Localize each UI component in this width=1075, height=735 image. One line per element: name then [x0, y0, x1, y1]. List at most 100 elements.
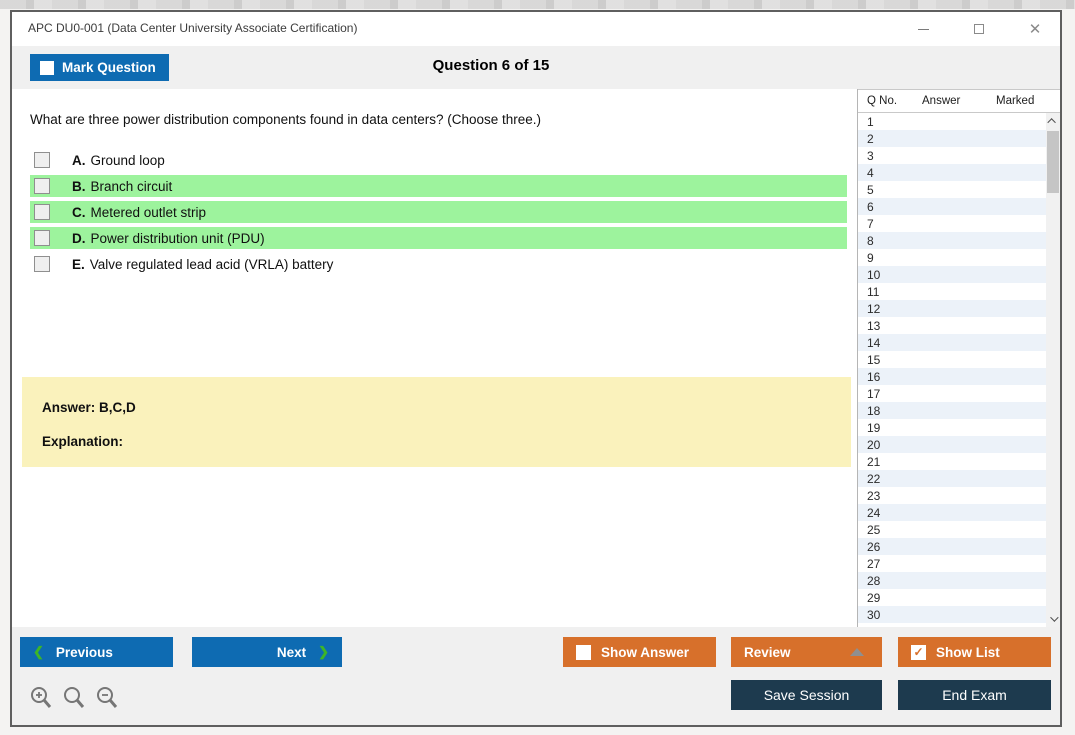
question-list-row[interactable]: 23 [858, 487, 1046, 504]
row-question-number: 13 [867, 318, 881, 333]
question-list-row[interactable]: 13 [858, 317, 1046, 334]
question-list-row[interactable]: 8 [858, 232, 1046, 249]
close-button[interactable]: ✕ [1024, 18, 1046, 40]
answer-option-a[interactable]: A. Ground loop [30, 149, 847, 171]
row-question-number: 15 [867, 352, 881, 367]
show-answer-button[interactable]: Show Answer [563, 637, 716, 667]
app-window: APC DU0-001 (Data Center University Asso… [10, 10, 1062, 727]
question-list-row[interactable]: 12 [858, 300, 1046, 317]
next-label: Next [276, 644, 307, 660]
question-list-scrollbar[interactable] [1046, 113, 1060, 627]
mark-question-button[interactable]: Mark Question [30, 54, 169, 81]
footer-band: ❮ Previous Next ❯ Show Answer Review ✓ S… [12, 627, 1060, 725]
option-text: Metered outlet strip [90, 204, 207, 220]
show-list-label: Show List [936, 644, 1000, 660]
row-question-number: 8 [867, 233, 874, 248]
review-dropdown-button[interactable]: Review [731, 637, 882, 667]
answer-option-c[interactable]: C. Metered outlet strip [30, 201, 847, 223]
question-list-row[interactable]: 21 [858, 453, 1046, 470]
answer-option-b[interactable]: B. Branch circuit [30, 175, 847, 197]
next-button[interactable]: Next ❯ [192, 637, 342, 667]
option-letter: D. [72, 230, 86, 246]
question-list-row[interactable]: 28 [858, 572, 1046, 589]
scroll-up-icon[interactable] [1046, 113, 1060, 129]
mark-question-label: Mark Question [62, 60, 156, 75]
previous-button[interactable]: ❮ Previous [20, 637, 173, 667]
question-list-row[interactable]: 20 [858, 436, 1046, 453]
question-list-row[interactable]: 6 [858, 198, 1046, 215]
row-question-number: 6 [867, 199, 874, 214]
scroll-down-icon[interactable] [1046, 611, 1060, 627]
option-checkbox[interactable] [34, 178, 50, 194]
window-controls: ✕ [912, 12, 1046, 46]
question-list-row[interactable]: 11 [858, 283, 1046, 300]
question-list-row[interactable]: 25 [858, 521, 1046, 538]
option-text: Branch circuit [90, 178, 173, 194]
show-list-button[interactable]: ✓ Show List [898, 637, 1051, 667]
row-question-number: 14 [867, 335, 881, 350]
question-list-row[interactable]: 15 [858, 351, 1046, 368]
column-header-qno: Q No. [867, 95, 898, 107]
chevron-left-icon: ❮ [33, 644, 44, 659]
question-list-row[interactable]: 3 [858, 147, 1046, 164]
row-question-number: 20 [867, 437, 881, 452]
minimize-icon [917, 28, 929, 30]
option-checkbox[interactable] [34, 256, 50, 272]
option-text: Ground loop [90, 152, 165, 168]
answer-option-e[interactable]: E. Valve regulated lead acid (VRLA) batte… [30, 253, 847, 275]
option-checkbox[interactable] [34, 152, 50, 168]
question-list-row[interactable]: 27 [858, 555, 1046, 572]
answer-option-d[interactable]: D. Power distribution unit (PDU) [30, 227, 847, 249]
question-list-row[interactable]: 16 [858, 368, 1046, 385]
option-checkbox[interactable] [34, 230, 50, 246]
option-letter: B. [72, 178, 86, 194]
answer-box: Answer: B,C,D Explanation: [22, 377, 851, 467]
question-list-row[interactable]: 29 [858, 589, 1046, 606]
row-question-number: 4 [867, 165, 874, 180]
row-question-number: 1 [867, 114, 874, 129]
header-band: Mark Question Question 6 of 15 [12, 46, 1060, 89]
show-answer-checkbox[interactable] [576, 644, 591, 660]
row-question-number: 25 [867, 522, 881, 537]
row-question-number: 17 [867, 386, 881, 401]
scrollbar-thumb[interactable] [1047, 131, 1059, 193]
question-panel: What are three power distribution compon… [12, 89, 857, 627]
row-question-number: 26 [867, 539, 881, 554]
question-list-row[interactable]: 22 [858, 470, 1046, 487]
question-list-row[interactable]: 7 [858, 215, 1046, 232]
question-list-row[interactable]: 1 [858, 113, 1046, 130]
row-question-number: 5 [867, 182, 874, 197]
save-session-button[interactable]: Save Session [731, 680, 882, 710]
background-window-edge [0, 0, 1075, 9]
row-question-number: 7 [867, 216, 874, 231]
question-list-row[interactable]: 2 [858, 130, 1046, 147]
question-list-row[interactable]: 4 [858, 164, 1046, 181]
zoom-reset-icon[interactable] [61, 685, 87, 711]
question-list-row[interactable]: 10 [858, 266, 1046, 283]
options-list: A. Ground loop B. Branch circuit C. Metered o… [20, 149, 849, 275]
question-list-row[interactable]: 17 [858, 385, 1046, 402]
zoom-toolbar [28, 685, 120, 711]
option-checkbox[interactable] [34, 204, 50, 220]
question-list-row[interactable]: 5 [858, 181, 1046, 198]
question-list-row[interactable]: 26 [858, 538, 1046, 555]
end-exam-button[interactable]: End Exam [898, 680, 1051, 710]
show-list-checkbox[interactable]: ✓ [911, 644, 926, 660]
minimize-button[interactable] [912, 18, 934, 40]
zoom-out-icon[interactable] [94, 685, 120, 711]
answer-label: Answer: B,C,D [42, 400, 136, 415]
row-question-number: 22 [867, 471, 881, 486]
question-list-row[interactable]: 9 [858, 249, 1046, 266]
mark-question-checkbox[interactable] [40, 60, 54, 75]
zoom-in-icon[interactable] [28, 685, 54, 711]
window-title: APC DU0-001 (Data Center University Asso… [28, 21, 358, 35]
question-list-row[interactable]: 14 [858, 334, 1046, 351]
question-list-sidebar: Q No. Answer Marked 1 2 3 4 5 6 7 8 9 10 11 12 13 14 1… [857, 89, 1060, 627]
question-text: What are three power distribution compon… [30, 112, 542, 127]
question-list-row[interactable]: 30 [858, 606, 1046, 623]
question-list-row[interactable]: 18 [858, 402, 1046, 419]
chevron-right-icon: ❯ [318, 644, 329, 659]
question-list-row[interactable]: 19 [858, 419, 1046, 436]
question-list-row[interactable]: 24 [858, 504, 1046, 521]
maximize-button[interactable] [968, 18, 990, 40]
